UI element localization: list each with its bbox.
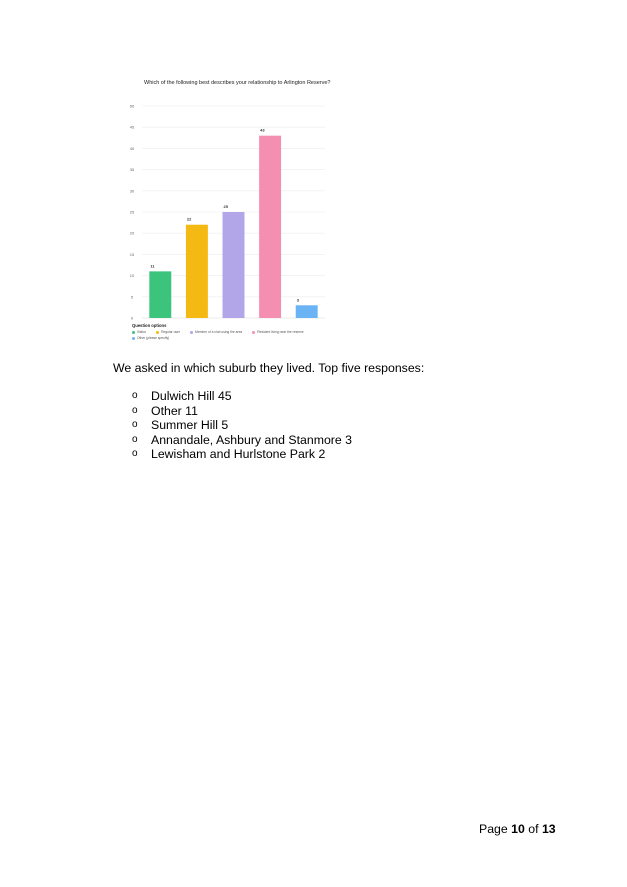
legend-label-club-member: Member of a club using the area: [194, 330, 243, 334]
bullet-icon: o: [132, 419, 138, 431]
legend-item-resident: Resident living near the reserve: [252, 330, 304, 334]
legend-dot-resident: [252, 330, 256, 334]
y-tick-label: 25: [130, 210, 135, 215]
bar-chart: 0 5 10 15 20 25 30 35 40 45 50 11 22 25 43 3: [130, 104, 325, 321]
chart-title: Which of the following best describes yo…: [144, 80, 331, 86]
legend-label-regular-user: Regular user: [161, 330, 180, 334]
page-current: 10: [511, 822, 525, 836]
list-item: o Dulwich Hill 45: [132, 389, 352, 404]
list-item-text: Lewisham and Hurlstone Park 2: [151, 447, 326, 462]
list-item-text: Annandale, Ashbury and Stanmore 3: [151, 432, 352, 447]
bar-1: [185, 224, 208, 318]
list-item-text: Other 11: [151, 403, 198, 418]
page-of: of: [528, 822, 539, 836]
legend-row-1: Visitor Regular user Member of a club us…: [132, 330, 332, 334]
y-tick-label: 0: [131, 316, 134, 321]
legend-label-other: Other (please specify): [137, 336, 170, 340]
suburb-paragraph: We asked in which suburb they lived. Top…: [113, 361, 425, 375]
y-tick-label: 30: [130, 188, 135, 193]
bar-3: [259, 135, 282, 318]
legend-title: Question options: [132, 323, 167, 328]
legend-item-visitor: Visitor: [132, 330, 146, 334]
y-tick-label: 40: [130, 146, 135, 151]
y-tick-label: 15: [130, 252, 135, 257]
bar-value-label: 22: [187, 217, 192, 222]
y-tick-label: 35: [130, 167, 135, 172]
legend-dot-visitor: [132, 330, 135, 334]
legend-item-other: Other (please specify): [132, 336, 169, 340]
legend-item-regular-user: Regular user: [156, 330, 180, 334]
legend-item-club-member: Member of a club using the area: [189, 330, 243, 334]
bullet-icon: o: [132, 433, 138, 445]
list-item: o Lewisham and Hurlstone Park 2: [132, 447, 352, 462]
page-prefix: Page: [479, 822, 508, 836]
legend-dot-club-member: [189, 330, 193, 334]
bullet-icon: o: [132, 390, 138, 401]
legend-dot-regular-user: [156, 330, 160, 334]
y-tick-label: 50: [130, 104, 135, 109]
bar-4: [295, 305, 318, 318]
list-item: o Annandale, Ashbury and Stanmore 3: [132, 433, 352, 448]
y-tick-label: 20: [130, 231, 135, 236]
bar-value-label: 11: [150, 263, 155, 268]
legend-label-visitor: Visitor: [137, 330, 147, 334]
chart-legend: Question options Visitor Regular user Me…: [132, 323, 332, 342]
list-item-text: Dulwich Hill 45: [151, 389, 232, 403]
bar-value-label: 25: [224, 204, 229, 209]
bar-value-label: 3: [297, 297, 300, 302]
list-item: o Other 11: [132, 404, 352, 419]
bullet-icon: o: [132, 448, 138, 460]
y-tick-label: 45: [130, 125, 135, 130]
suburb-list: o Dulwich Hill 45 o Other 11 o Summer Hill …: [132, 389, 352, 462]
bar-value-label: 43: [260, 128, 265, 133]
bar-2: [222, 212, 245, 318]
chart: Which of the following best describes yo…: [110, 76, 335, 366]
legend-row-2: Other (please specify): [132, 336, 332, 340]
list-item-text: Summer Hill 5: [151, 418, 229, 433]
legend-dot-other: [132, 336, 135, 340]
bullet-icon: o: [132, 404, 138, 416]
bar-0: [149, 271, 172, 318]
y-tick-label: 5: [131, 294, 134, 299]
y-tick-label: 10: [130, 273, 135, 278]
page-total: 13: [541, 822, 556, 836]
list-item: o Summer Hill 5: [132, 418, 352, 433]
legend-label-resident: Resident living near the reserve: [257, 330, 304, 334]
page-number: Page 10 of 13: [479, 822, 556, 836]
